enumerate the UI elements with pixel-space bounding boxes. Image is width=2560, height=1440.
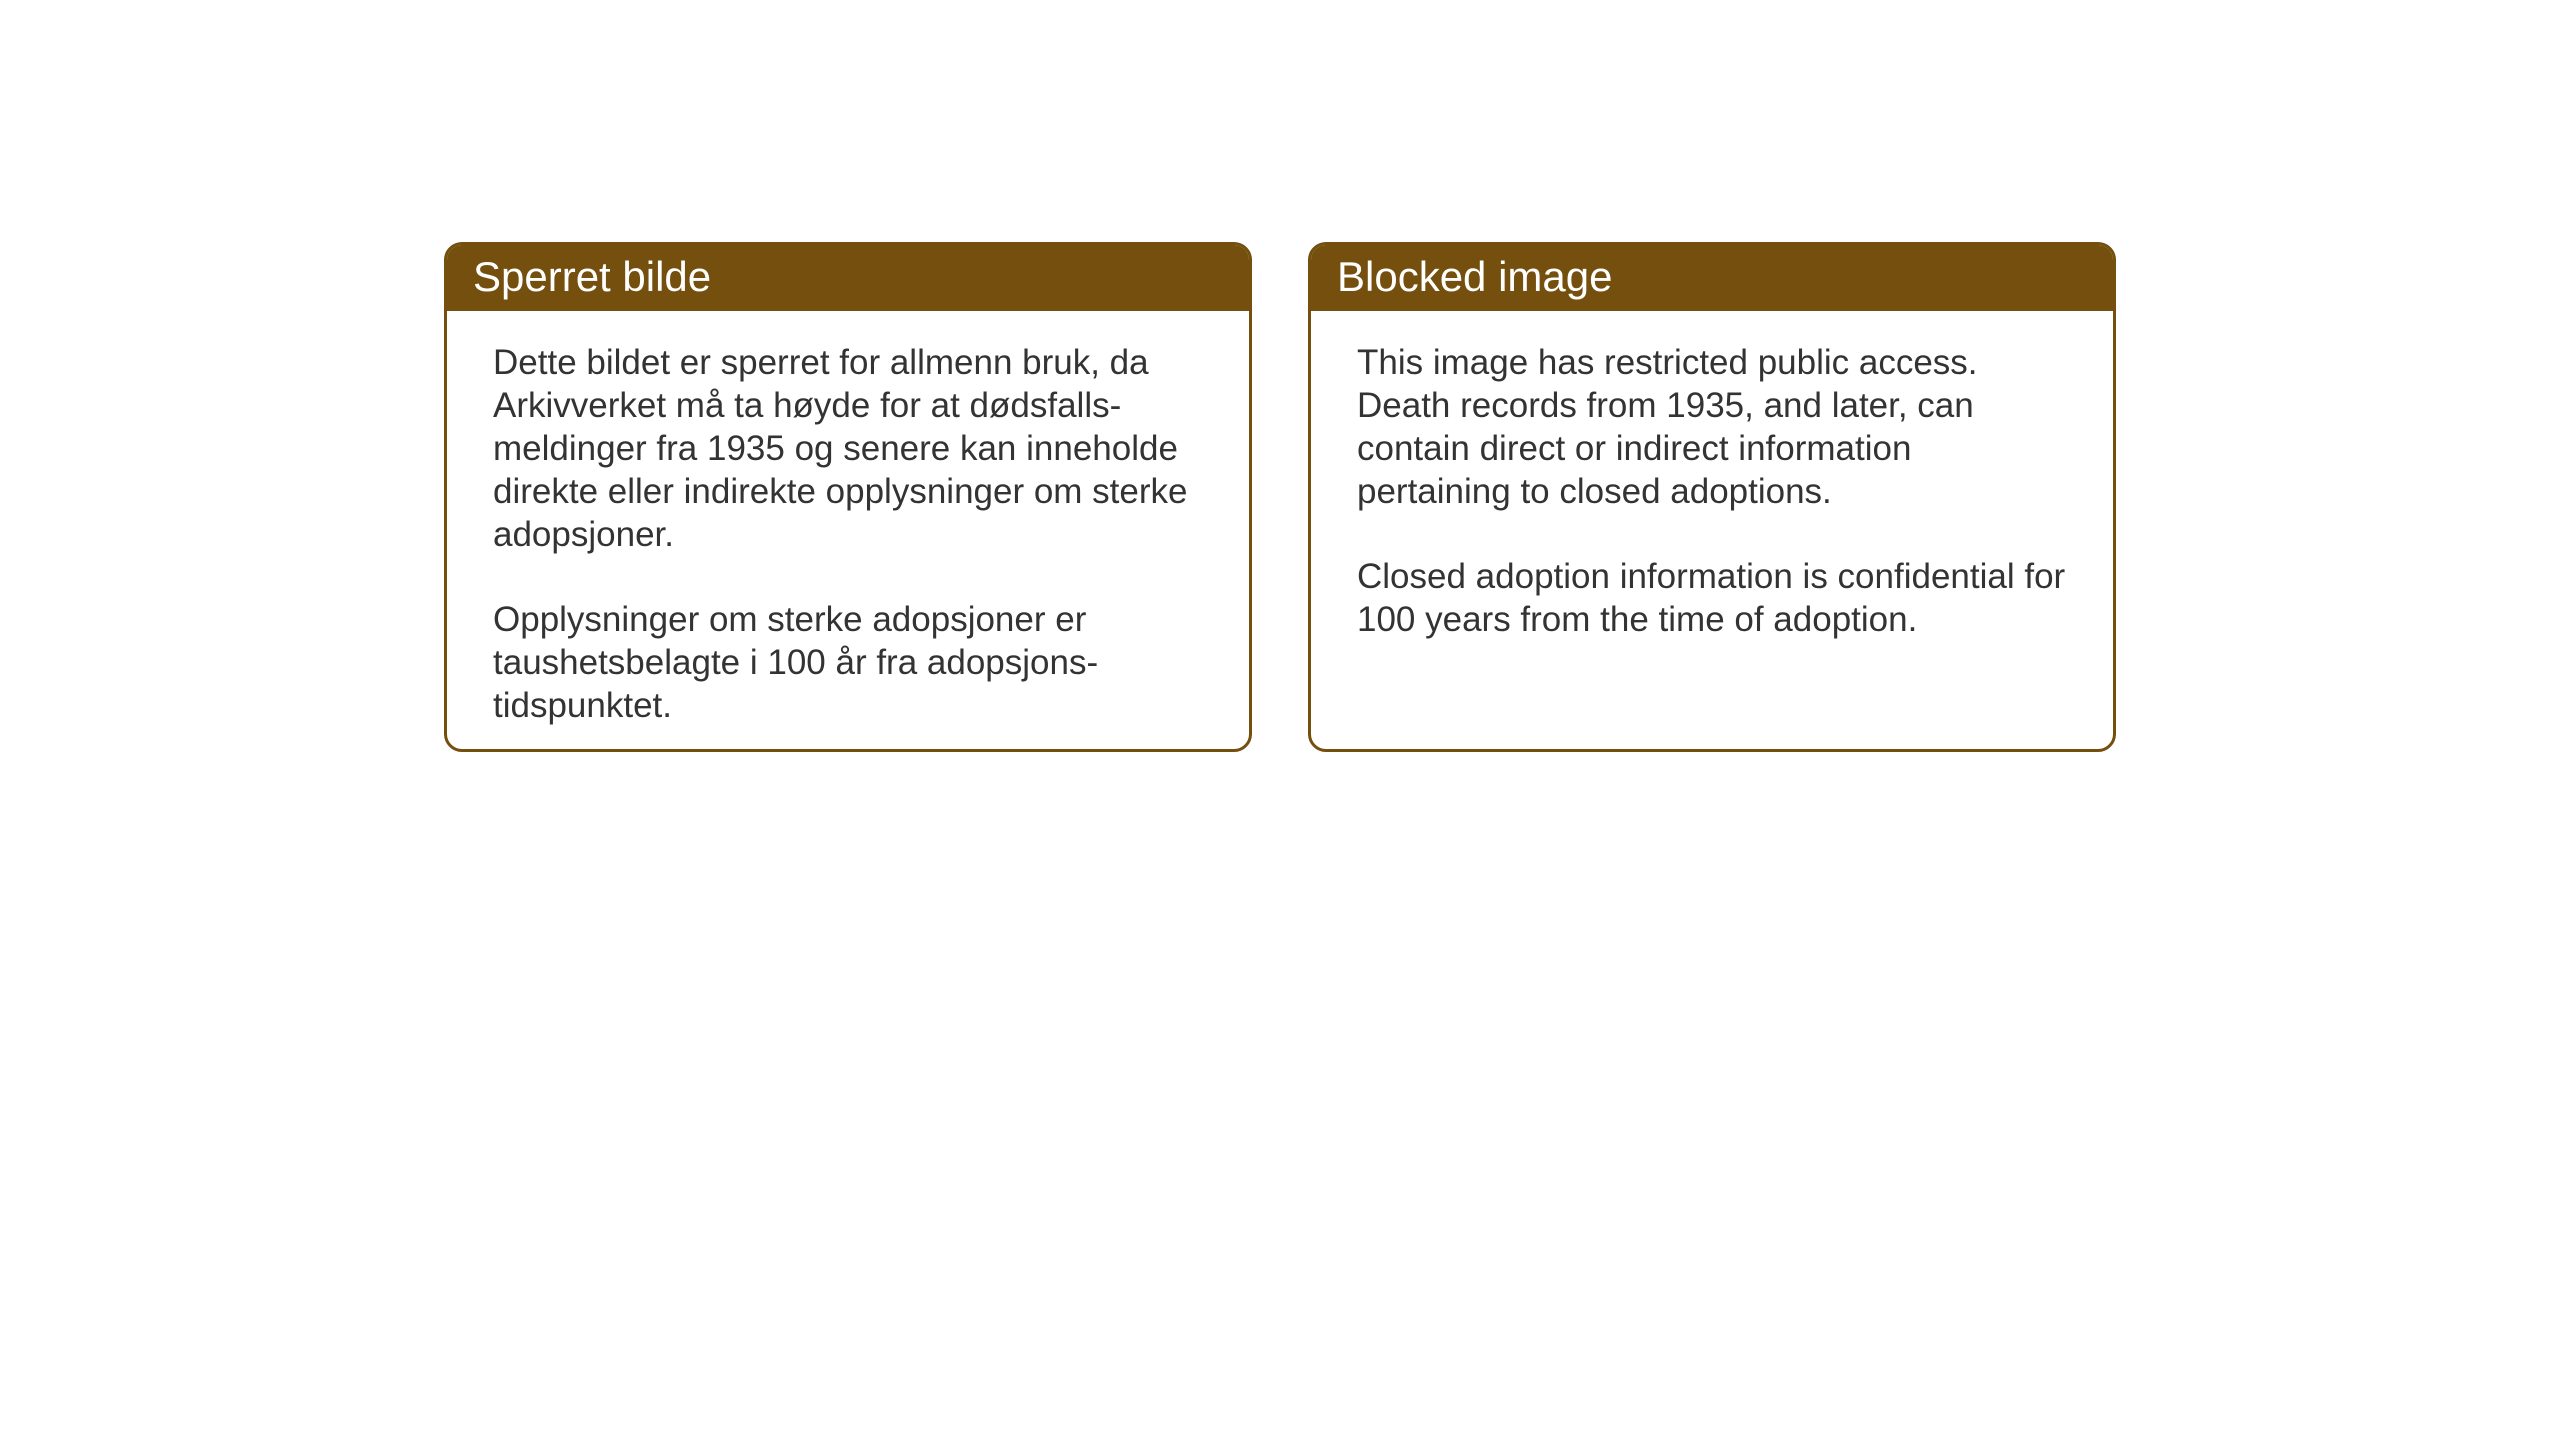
card-norwegian: Sperret bilde Dette bildet er sperret fo…	[444, 242, 1252, 752]
card-header-english: Blocked image	[1311, 245, 2113, 311]
card-body-english: This image has restricted public access.…	[1311, 311, 2113, 671]
paragraph-english-2: Closed adoption information is confident…	[1357, 555, 2067, 641]
paragraph-english-1: This image has restricted public access.…	[1357, 341, 2067, 513]
cards-container: Sperret bilde Dette bildet er sperret fo…	[444, 242, 2116, 752]
card-header-norwegian: Sperret bilde	[447, 245, 1249, 311]
paragraph-norwegian-1: Dette bildet er sperret for allmenn bruk…	[493, 341, 1203, 556]
card-english: Blocked image This image has restricted …	[1308, 242, 2116, 752]
paragraph-norwegian-2: Opplysninger om sterke adopsjoner er tau…	[493, 598, 1203, 727]
card-body-norwegian: Dette bildet er sperret for allmenn bruk…	[447, 311, 1249, 752]
